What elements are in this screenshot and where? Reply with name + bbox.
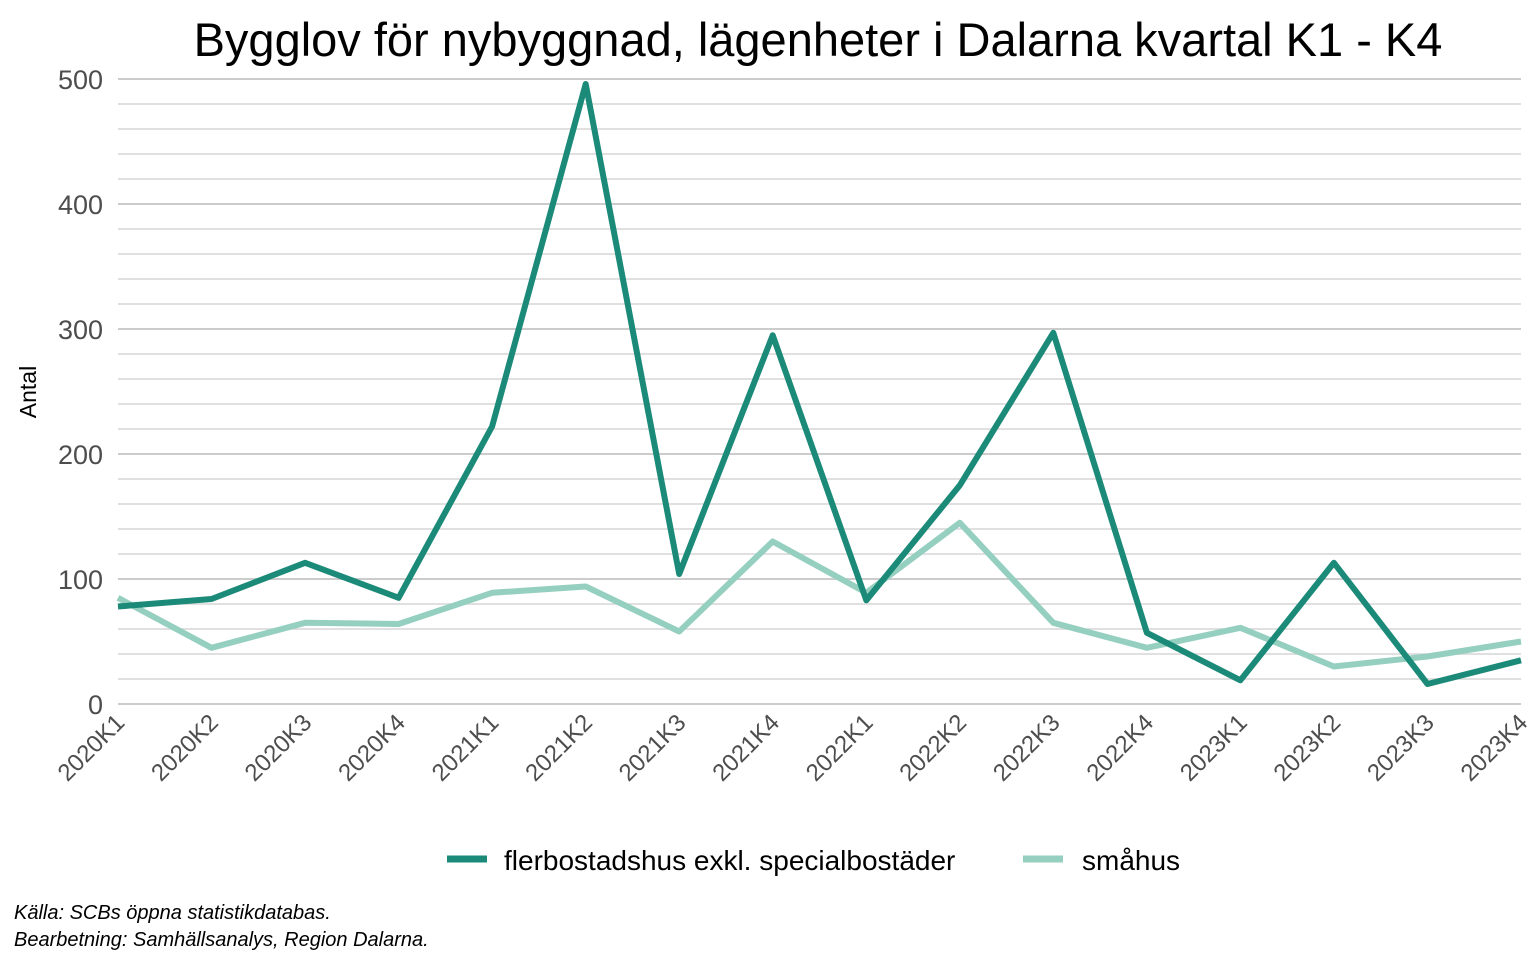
caption-processing: Bearbetning: Samhällsanalys, Region Dala… (14, 929, 429, 951)
x-tick-label: 2021K2 (520, 709, 598, 787)
y-tick-label: 200 (58, 440, 103, 470)
chart-title: Bygglov för nybyggnad, lägenheter i Dala… (194, 13, 1443, 66)
x-tick-label: 2021K1 (427, 709, 505, 787)
legend-label: flerbostadshus exkl. specialbostäder (504, 845, 955, 876)
legend: flerbostadshus exkl. specialbostäder småh… (447, 845, 1180, 876)
series-line-smahus (116, 519, 1522, 670)
y-axis-ticks: 0 100 200 300 400 500 (58, 65, 103, 720)
x-tick-label: 2020K3 (240, 709, 318, 787)
x-tick-label: 2020K4 (333, 709, 411, 787)
x-tick-label: 2021K4 (707, 709, 785, 787)
y-tick-label: 300 (58, 315, 103, 345)
x-tick-label: 2022K3 (988, 709, 1066, 787)
series-lines (116, 81, 1522, 687)
y-tick-label: 100 (58, 565, 103, 595)
x-tick-label: 2020K2 (146, 709, 224, 787)
legend-label: småhus (1082, 845, 1180, 876)
x-tick-label: 2022K4 (1082, 709, 1160, 787)
y-tick-label: 500 (58, 65, 103, 95)
x-tick-label: 2020K1 (53, 709, 131, 787)
x-tick-label: 2023K3 (1362, 709, 1440, 787)
gridlines (118, 78, 1521, 705)
x-tick-label: 2023K2 (1269, 709, 1347, 787)
caption-source: Källa: SCBs öppna statistikdatabas. (14, 902, 331, 924)
x-tick-label: 2023K1 (1175, 709, 1253, 787)
x-tick-label: 2022K2 (894, 709, 972, 787)
y-axis-label: Antal (15, 366, 41, 418)
series-line-flerbostadshus (117, 81, 1522, 687)
x-tick-label: 2021K3 (614, 709, 692, 787)
y-tick-label: 0 (88, 690, 103, 720)
y-tick-label: 400 (58, 190, 103, 220)
x-axis-ticks: 2020K1 2020K2 2020K3 2020K4 2021K1 2021K2 2021… (53, 709, 1534, 787)
x-tick-label: 2022K1 (801, 709, 879, 787)
x-tick-label: 2023K4 (1456, 709, 1534, 787)
